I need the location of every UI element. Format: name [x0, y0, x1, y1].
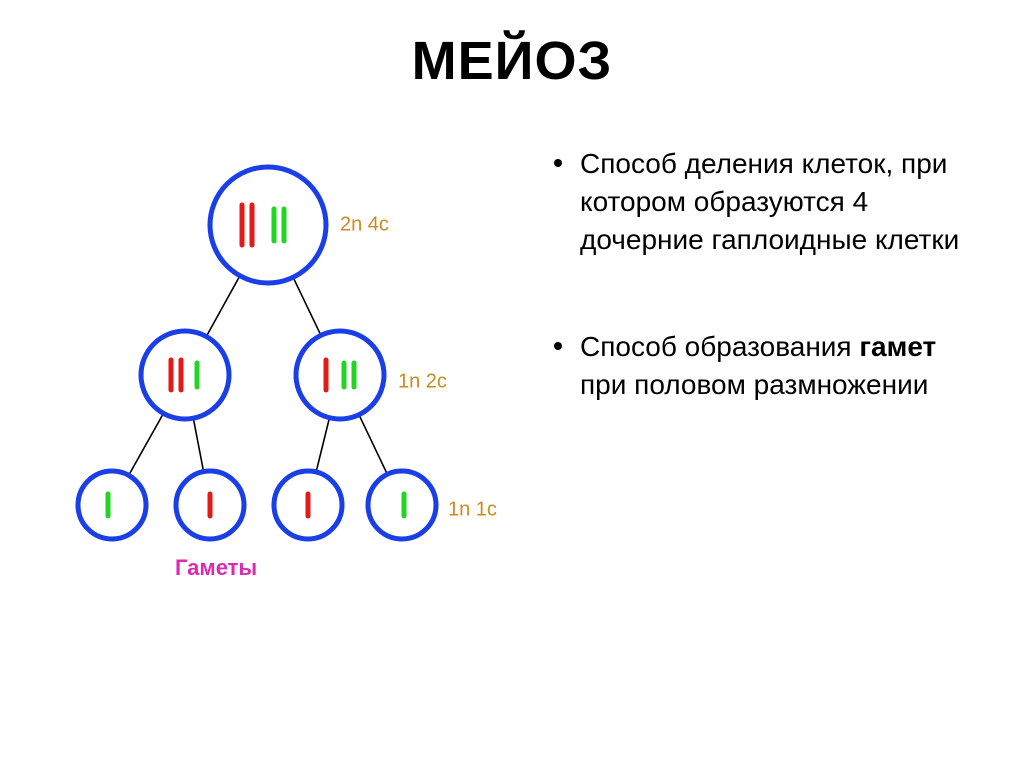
- ploidy-label: 1n 1c: [448, 498, 497, 520]
- list-item: Способ деления клеток, при котором образ…: [554, 145, 984, 258]
- cell-midR: [296, 331, 384, 419]
- bullet-text: Способ деления клеток, при котором образ…: [580, 145, 984, 258]
- gamete-label: Гаметы: [175, 555, 257, 580]
- page-title: МЕЙОЗ: [0, 30, 1024, 92]
- meiosis-diagram: 2n 4c 1n 2c 1n 1c Гаметы: [40, 150, 510, 600]
- bullet-dot-icon: [554, 342, 562, 350]
- cell-b1: [78, 471, 146, 539]
- list-item: Способ образования гамет при половом раз…: [554, 328, 984, 404]
- cell-top: [210, 167, 326, 283]
- bullet-text: Способ образования гамет при половом раз…: [580, 328, 984, 404]
- cell-midL: [141, 331, 229, 419]
- bullet-dot-icon: [554, 159, 562, 167]
- ploidy-label: 2n 4c: [340, 213, 389, 235]
- ploidy-label: 1n 2c: [398, 370, 447, 392]
- bullet-list: Способ деления клеток, при котором образ…: [554, 145, 984, 404]
